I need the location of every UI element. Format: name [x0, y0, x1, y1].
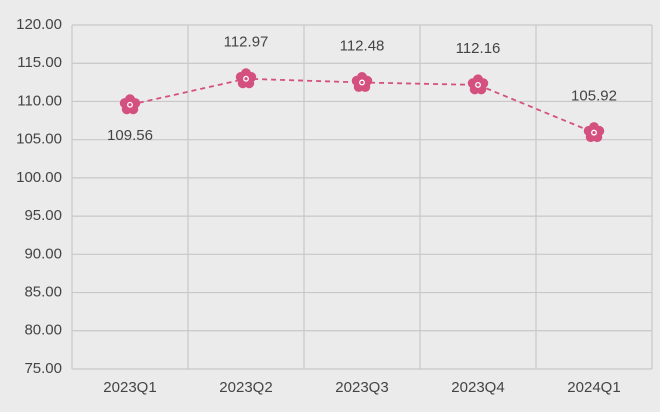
x-tick-label: 2024Q1 [567, 379, 620, 396]
data-label: 112.97 [224, 34, 269, 51]
petal-center [124, 99, 136, 111]
data-label: 109.56 [107, 127, 153, 144]
flower-marker [583, 122, 605, 143]
y-tick-label: 95.00 [24, 207, 62, 224]
data-label: 112.16 [456, 40, 501, 57]
petal-center [588, 127, 600, 139]
y-tick-label: 75.00 [24, 360, 62, 377]
marker-eye [475, 81, 481, 88]
x-tick-label: 2023Q2 [219, 379, 272, 396]
marker-eye [127, 101, 133, 108]
y-tick-label: 80.00 [24, 322, 62, 339]
flower-marker [235, 68, 257, 89]
marker-eye [591, 129, 597, 136]
y-tick-label: 85.00 [24, 284, 62, 301]
petal-center [356, 76, 368, 88]
y-tick-label: 90.00 [24, 245, 62, 262]
data-label: 105.92 [571, 88, 617, 105]
flower-marker [467, 74, 489, 95]
x-tick-label: 2023Q3 [335, 379, 388, 396]
petal-center [240, 73, 252, 85]
data-label: 112.48 [340, 37, 385, 54]
y-tick-label: 105.00 [16, 131, 62, 148]
x-tick-label: 2023Q4 [451, 379, 504, 396]
flower-marker [351, 71, 373, 92]
petal-center [472, 79, 484, 91]
y-tick-label: 120.00 [16, 16, 62, 33]
y-tick-label: 110.00 [17, 92, 62, 109]
marker-eye [243, 75, 249, 82]
x-tick-label: 2023Q1 [103, 379, 156, 396]
y-tick-label: 100.00 [16, 169, 62, 186]
flower-marker [119, 94, 141, 115]
marker-eye [359, 79, 365, 86]
y-tick-label: 115.00 [17, 54, 62, 71]
